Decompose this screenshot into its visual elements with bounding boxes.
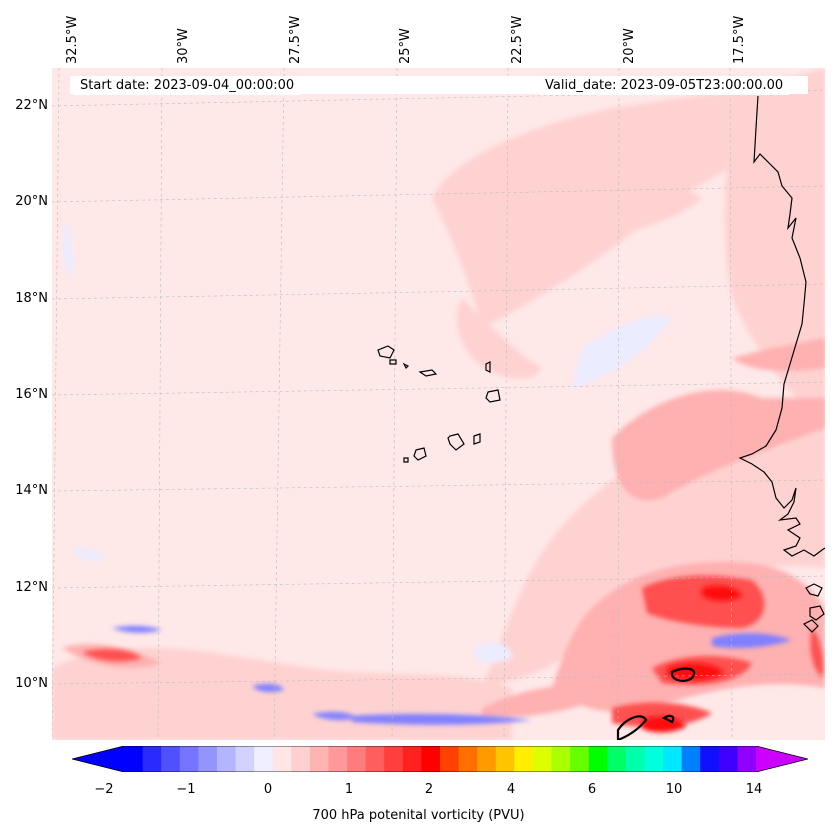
colorbar-segment <box>681 746 701 772</box>
colorbar-segment <box>570 746 590 772</box>
valid-date-label: Valid_date: 2023-09-05T23:00:00.00 <box>539 77 790 95</box>
colorbar-segment <box>514 746 534 772</box>
colorbar-segment <box>607 746 627 772</box>
lat-label-20n: 20°N <box>15 194 48 209</box>
lat-label-14n: 14°N <box>15 483 48 498</box>
cape-verde-islands <box>377 345 501 463</box>
colorbar-segment <box>365 746 385 772</box>
map-gridlines <box>52 68 825 740</box>
colorbar-tick-14: 14 <box>745 782 763 797</box>
colorbar-segment <box>309 746 330 772</box>
colorbar-title: 700 hPa potenital vorticity (PVU) <box>312 808 525 823</box>
colorbar-segment <box>384 746 404 772</box>
colorbar-segment <box>272 746 292 772</box>
pv-contours-moderate <box>62 338 825 718</box>
colorbar-under-arrow <box>72 746 124 772</box>
pv-map[interactable] <box>52 68 825 740</box>
lat-label-10n: 10°N <box>15 676 48 691</box>
colorbar-segment <box>142 746 162 772</box>
colorbar-segment <box>644 746 664 772</box>
colorbar-segment <box>254 746 274 772</box>
colorbar-segment <box>347 746 367 772</box>
colorbar-segments <box>72 746 808 772</box>
lon-label-30w: 30°W <box>176 28 191 64</box>
colorbar-segment <box>235 746 255 772</box>
lat-label-16n: 16°N <box>15 387 48 402</box>
colorbar-tick-4: 4 <box>506 782 516 797</box>
colorbar-segment <box>718 746 739 772</box>
colorbar-tick-10: 10 <box>665 782 683 797</box>
lon-label-22-5w: 22.5°W <box>510 15 525 64</box>
colorbar-segment <box>458 746 478 772</box>
lat-label-22n: 22°N <box>15 98 48 113</box>
west-african-coast <box>738 95 825 557</box>
lon-label-25w: 25°W <box>398 28 413 64</box>
lon-label-20w: 20°W <box>622 28 637 64</box>
start-date-label: Start date: 2023-09-04_00:00:00 <box>74 77 301 95</box>
colorbar-segment <box>216 746 237 772</box>
colorbar-segment <box>700 746 720 772</box>
colorbar-segment <box>625 746 646 772</box>
colorbar-segment <box>532 746 553 772</box>
colorbar-segment <box>440 746 460 772</box>
lon-label-17-5w: 17.5°W <box>732 15 747 64</box>
pv-contours-weak <box>52 68 825 740</box>
colorbar-tick-2: 2 <box>424 782 434 797</box>
lon-label-32-5w: 32.5°W <box>65 15 80 64</box>
colorbar-tick-m1: −1 <box>176 782 196 797</box>
colorbar-segment <box>737 746 757 772</box>
lon-label-27-5w: 27.5°W <box>288 15 303 64</box>
colorbar-segment <box>421 746 441 772</box>
lat-label-18n: 18°N <box>15 291 48 306</box>
colorbar-segment <box>161 746 181 772</box>
colorbar-tick-1: 1 <box>344 782 354 797</box>
colorbar-tick-m2: −2 <box>94 782 114 797</box>
pv-high-contour <box>616 667 696 740</box>
pv-contours-peak <box>642 585 742 733</box>
coast-detail <box>802 583 825 633</box>
colorbar-segment <box>588 746 608 772</box>
colorbar-segment <box>495 746 515 772</box>
colorbar-tick-6: 6 <box>587 782 597 797</box>
colorbar-segment <box>551 746 571 772</box>
colorbar-segment <box>124 746 144 772</box>
lat-label-12n: 12°N <box>15 580 48 595</box>
colorbar-segment <box>179 746 199 772</box>
pv-contours-negative-weak <box>62 218 672 664</box>
colorbar <box>72 746 808 772</box>
colorbar-segment <box>198 746 218 772</box>
colorbar-segment <box>291 746 311 772</box>
colorbar-segment <box>663 746 683 772</box>
colorbar-segment <box>477 746 497 772</box>
colorbar-segment <box>402 746 423 772</box>
colorbar-tick-0: 0 <box>263 782 273 797</box>
colorbar-segment <box>328 746 348 772</box>
colorbar-over-arrow <box>756 746 808 772</box>
